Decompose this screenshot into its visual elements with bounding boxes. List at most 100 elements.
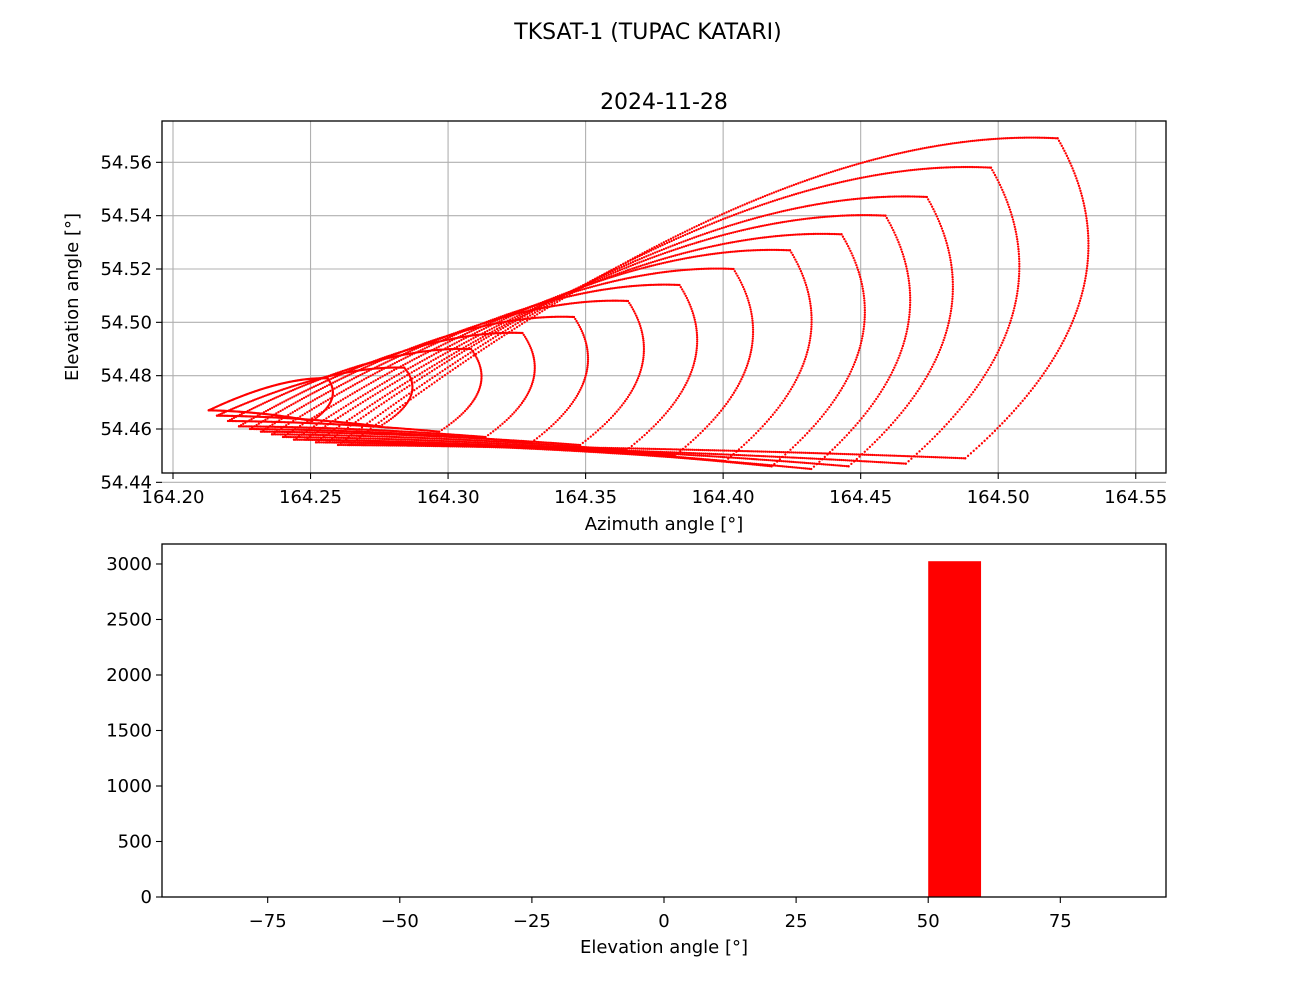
scatter-point: [875, 397, 878, 401]
scatter-point: [803, 357, 807, 361]
scatter-point: [365, 384, 368, 387]
scatter-point: [532, 358, 536, 361]
scatter-point: [751, 333, 755, 336]
scatter-point: [535, 437, 539, 440]
scatter-point: [594, 431, 597, 434]
scatter-point: [716, 414, 719, 417]
scatter-point: [255, 423, 258, 427]
scatter-point: [385, 399, 388, 402]
scatter-point: [336, 416, 340, 420]
scatter-point: [791, 385, 794, 389]
scatter-point: [710, 420, 713, 424]
scatter-point: [294, 418, 297, 421]
scatter-point: [563, 303, 566, 306]
scatter-point: [291, 396, 294, 399]
scatter-point: [806, 348, 809, 352]
scatter-point: [327, 383, 331, 386]
scatter-point: [629, 304, 632, 307]
scatter-point: [369, 361, 372, 364]
scatter-point: [607, 418, 611, 422]
scatter-point: [450, 333, 453, 336]
scatter-point: [407, 367, 410, 370]
scatter-point: [259, 430, 263, 433]
scatter-point: [908, 286, 911, 290]
scatter-point: [585, 344, 588, 347]
scatter-point: [319, 378, 322, 381]
scatter-point: [359, 395, 362, 399]
scatter-point: [384, 361, 387, 364]
scatter-point: [653, 255, 656, 258]
scatter-point: [810, 311, 813, 314]
scatter-point: [651, 256, 654, 259]
scatter-point: [749, 308, 752, 311]
scatter-point: [531, 350, 534, 354]
scatter-point: [725, 402, 728, 406]
scatter-point: [315, 390, 318, 393]
scatter-point: [715, 244, 719, 247]
scatter-point: [437, 350, 440, 354]
scatter-point: [426, 368, 429, 371]
scatter-point: [658, 418, 662, 422]
scatter-point: [845, 434, 848, 437]
scatter-point: [747, 439, 751, 442]
scatter-point: [435, 339, 438, 342]
scatter-point: [706, 246, 709, 249]
scatter-point: [655, 259, 659, 262]
scatter-point: [838, 441, 841, 444]
scatter-point: [533, 364, 536, 367]
scatter-point: [253, 427, 256, 431]
scatter-point: [349, 408, 352, 412]
scatter-point: [639, 324, 642, 328]
scatter-point: [692, 249, 695, 252]
scatter-point: [461, 330, 464, 333]
scatter-point: [671, 403, 675, 406]
scatter-point: [633, 266, 636, 270]
scatter-point: [892, 368, 895, 372]
scatter-point: [397, 351, 400, 355]
scatter-point: [878, 393, 881, 396]
scatter-point: [642, 352, 645, 355]
scatter-point: [322, 418, 326, 422]
scatter-point: [904, 335, 907, 338]
scatter-point: [405, 374, 409, 377]
scatter-point: [327, 374, 331, 378]
scatter-point: [309, 393, 312, 396]
scatter-point: [718, 411, 721, 415]
scatter-point: [676, 396, 679, 400]
scatter-point: [719, 409, 723, 412]
scatter-point: [900, 248, 903, 251]
scatter-point: [633, 442, 636, 445]
scatter-point: [311, 392, 314, 395]
scatter-point: [477, 390, 480, 394]
scatter-point: [354, 370, 357, 374]
scatter-point: [349, 393, 352, 397]
scatter-point: [472, 399, 475, 402]
scatter-point: [326, 379, 329, 382]
scatter-point: [846, 377, 849, 380]
scatter-point: [409, 350, 412, 353]
scatter-point: [807, 346, 810, 349]
scatter-point: [401, 407, 404, 410]
scatter-point: [292, 402, 295, 405]
scatter-point: [526, 307, 530, 310]
scatter-point: [356, 369, 359, 373]
scatter-point: [640, 267, 643, 270]
scatter-point: [785, 395, 788, 398]
scatter-point: [376, 385, 379, 388]
scatter-point: [477, 323, 480, 327]
scatter-point: [401, 350, 404, 353]
scatter-point: [448, 423, 451, 426]
scatter-point: [478, 329, 481, 333]
scatter-point: [788, 219, 792, 223]
scatter-point: [748, 303, 751, 307]
scatter-point: [303, 412, 307, 415]
scatter-point: [266, 426, 270, 429]
scatter-point: [642, 354, 645, 357]
scatter-point: [787, 220, 790, 223]
scatter-point: [812, 465, 816, 468]
scatter-point: [693, 318, 696, 321]
scatter-point: [666, 410, 669, 413]
scatter-point: [654, 423, 658, 426]
scatter-point: [642, 358, 645, 361]
